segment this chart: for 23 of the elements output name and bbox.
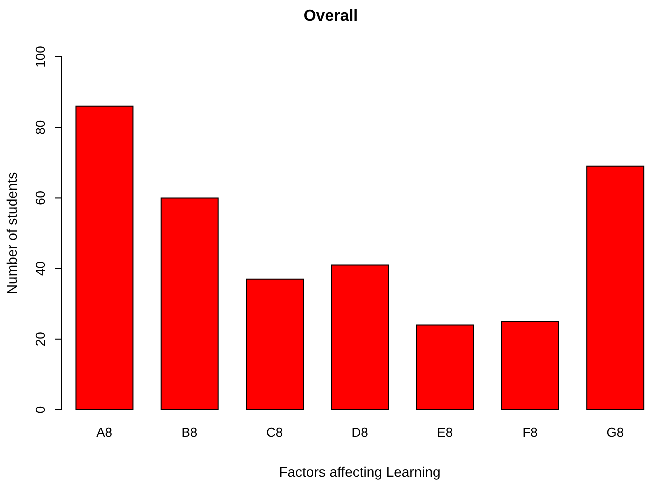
bar	[501, 321, 560, 410]
x-tick-label: B8	[182, 425, 198, 440]
y-axis-title: Number of students	[4, 172, 20, 295]
x-tick-label: F8	[522, 425, 538, 440]
bar	[416, 324, 474, 410]
bar	[76, 106, 134, 410]
y-tick-label: 0	[33, 406, 48, 414]
y-tick-label: 80	[33, 120, 48, 135]
bar	[246, 278, 304, 410]
x-axis-title: Factors affecting Learning	[279, 464, 441, 480]
x-tick-label: G8	[606, 425, 624, 440]
x-tick-label: D8	[352, 425, 368, 440]
y-tick-label: 100	[33, 46, 48, 68]
chart-title: Overall	[302, 8, 360, 26]
y-tick-label: 40	[33, 262, 48, 276]
bar	[160, 198, 219, 410]
x-tick-label: C8	[266, 425, 284, 440]
y-tick-label: 60	[33, 190, 48, 206]
y-tick-label: 20	[33, 332, 48, 347]
x-tick-label: E8	[437, 425, 454, 440]
bar	[586, 166, 645, 410]
x-tick-label: A8	[96, 425, 113, 440]
bar	[331, 264, 390, 410]
